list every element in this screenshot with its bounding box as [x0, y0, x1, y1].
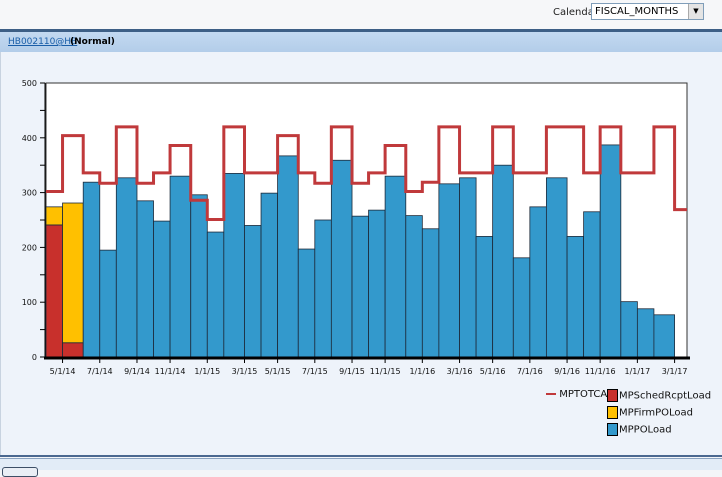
legend-label: MPFirmPOLoad — [619, 407, 694, 419]
x-tick-label: 1/1/17 — [624, 367, 650, 376]
x-tick-label: 5/1/15 — [265, 367, 291, 376]
x-tick-label: 11/1/14 — [155, 367, 186, 376]
bar-mppoload — [566, 236, 585, 358]
x-tick-label: 9/1/15 — [339, 367, 365, 376]
bar-mpfirmpoload — [45, 206, 63, 226]
legend-item-mptotcap: MPTOTCAP — [546, 389, 613, 400]
calendar-select[interactable]: FISCAL_MONTHS ▼ — [591, 3, 704, 20]
x-tick-label: 3/1/15 — [232, 367, 258, 376]
x-tick-label: 7/1/14 — [87, 367, 113, 376]
calendar-select-value: FISCAL_MONTHS — [595, 6, 679, 17]
bar-mppoload — [244, 225, 262, 358]
bar-mppoload — [421, 228, 440, 358]
y-tick-label: 0 — [32, 353, 37, 362]
bar-mppoload — [277, 155, 299, 358]
bar-mppoload — [297, 248, 316, 358]
bar-mppoload — [82, 181, 101, 358]
bar-mppoload — [492, 164, 514, 358]
header-divider — [0, 29, 722, 32]
bar-mppoload — [153, 220, 171, 358]
bar-mpschedrcptload — [45, 224, 63, 358]
legend-item-mpschedrcptload: MPSchedRcptLoad — [607, 389, 711, 402]
bar-mppoload — [206, 231, 225, 358]
swatch-icon — [607, 406, 618, 419]
x-tick-label: 1/1/16 — [409, 367, 435, 376]
bar-mppoload — [115, 177, 138, 358]
bar-mpschedrcptload — [62, 342, 84, 358]
line-mptotcap — [46, 125, 687, 221]
item-link[interactable]: HB002110@HB — [8, 37, 78, 47]
bar-mppoload — [330, 159, 353, 358]
y-tick-label: 400 — [22, 134, 37, 143]
bar-mppoload — [636, 308, 655, 358]
x-tick-label: 3/1/16 — [447, 367, 473, 376]
legend-item-mpfirmpoload: MPFirmPOLoad — [607, 406, 693, 419]
x-tick-label: 11/1/16 — [585, 367, 616, 376]
bar-mppoload — [599, 144, 622, 358]
bar-mppoload — [653, 314, 675, 358]
x-tick-label: 9/1/14 — [124, 367, 150, 376]
y-tick-label: 200 — [22, 243, 37, 252]
swatch-icon — [607, 423, 618, 436]
bar-mppoload — [529, 206, 547, 358]
bar-mppoload — [351, 215, 369, 358]
x-tick-label: 9/1/16 — [554, 367, 580, 376]
bar-mppoload — [583, 211, 601, 358]
footer-bar — [0, 459, 722, 470]
x-tick-label: 7/1/15 — [302, 367, 328, 376]
legend-item-mppoload: MPPOLoad — [607, 423, 672, 436]
y-tick-label: 100 — [22, 298, 37, 307]
x-tick-label: 5/1/14 — [50, 367, 76, 376]
y-tick-label: 300 — [22, 189, 37, 198]
item-header: HB002110@HB (Normal) — [0, 32, 722, 52]
bar-mppoload — [475, 236, 494, 358]
bar-mppoload — [169, 175, 192, 358]
bar-mppoload — [405, 215, 423, 358]
legend-label: MPTOTCAP — [559, 389, 614, 400]
footer-button[interactable] — [2, 467, 38, 477]
bar-mppoload — [384, 175, 407, 358]
calendar-label: Calendar: — [553, 7, 602, 18]
bar-mppoload — [459, 177, 477, 358]
bar-mppoload — [136, 200, 154, 358]
legend-label: MPSchedRcptLoad — [619, 390, 712, 402]
line-swatch-icon — [546, 393, 556, 395]
bar-mppoload — [512, 257, 531, 358]
bar-mppoload — [260, 192, 278, 358]
chevron-down-icon[interactable]: ▼ — [688, 4, 703, 19]
swatch-icon — [607, 389, 618, 402]
x-tick-label: 5/1/16 — [480, 367, 506, 376]
bar-mppoload — [190, 194, 208, 358]
y-tick-label: 500 — [22, 79, 37, 88]
bar-mppoload — [438, 183, 460, 358]
bar-mppoload — [99, 249, 117, 358]
x-tick-label: 3/1/17 — [662, 367, 688, 376]
footer-divider — [0, 455, 722, 459]
bar-mppoload — [620, 301, 638, 358]
x-tick-label: 7/1/16 — [517, 367, 543, 376]
legend-label: MPPOLoad — [619, 424, 672, 436]
x-tick-label: 11/1/15 — [370, 367, 401, 376]
bar-mppoload — [223, 173, 245, 358]
x-tick-label: 1/1/15 — [194, 367, 220, 376]
bar-mppoload — [368, 209, 386, 358]
bar-mpfirmpoload — [62, 202, 84, 344]
bar-mppoload — [545, 177, 568, 358]
item-status: (Normal) — [70, 37, 115, 47]
top-toolbar: Calendar: FISCAL_MONTHS ▼ — [0, 0, 722, 29]
bar-mppoload — [314, 219, 332, 358]
